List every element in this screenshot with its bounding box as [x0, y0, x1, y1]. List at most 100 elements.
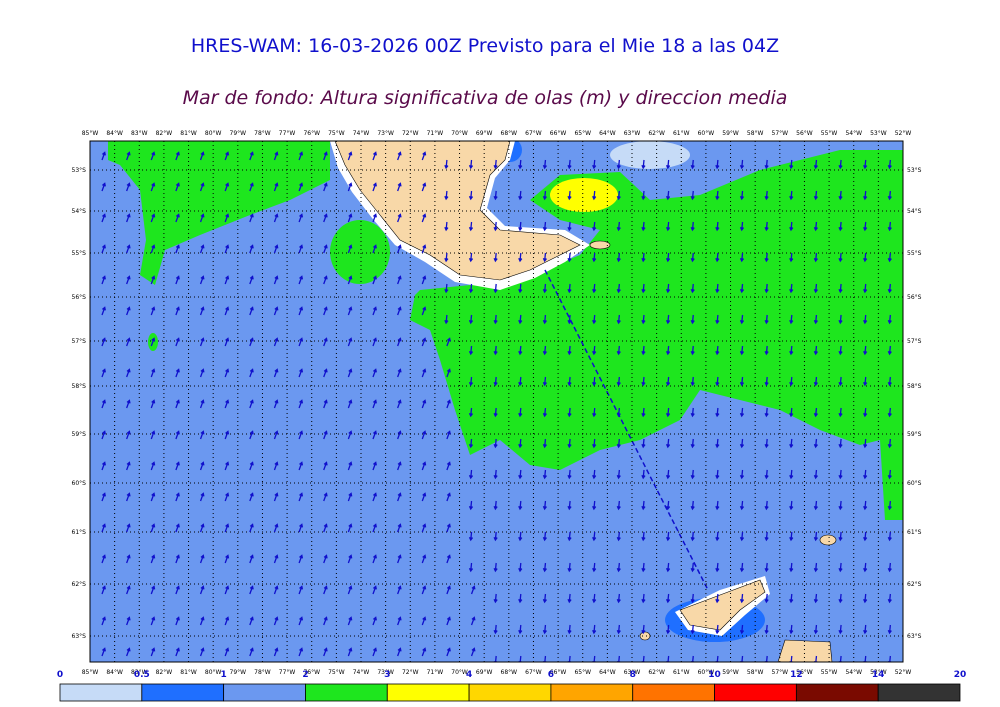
arrow [347, 399, 353, 409]
arrow [764, 221, 769, 232]
arrow [175, 368, 180, 378]
arrow [175, 492, 180, 502]
arrow [715, 283, 720, 294]
arrow [764, 562, 769, 573]
arrow [567, 438, 572, 449]
arrow [199, 337, 205, 347]
arrow [468, 314, 474, 325]
arrow [616, 376, 621, 387]
arrow [175, 213, 180, 223]
arrow [789, 407, 794, 418]
arrow [863, 159, 868, 170]
swell-area [330, 220, 390, 284]
arrow [150, 306, 156, 316]
arrow [372, 430, 377, 440]
arrow [715, 469, 720, 480]
arrow [224, 492, 230, 502]
land [334, 141, 581, 281]
arrow [838, 500, 843, 511]
subtitle: Mar de fondo: Altura significativa de ol… [183, 87, 788, 109]
arrow [249, 523, 254, 533]
arrow [592, 469, 597, 480]
lon-label: 67°W [525, 130, 542, 137]
lat-label: 63°S [907, 633, 922, 640]
lon-label: 63°W [624, 669, 641, 676]
arrow [665, 190, 671, 201]
arrow [887, 531, 892, 542]
lon-label: 75°W [328, 669, 345, 676]
arrow [175, 523, 180, 533]
arrow [567, 407, 572, 418]
arrow [567, 469, 572, 480]
arrow [249, 461, 254, 471]
lon-label: 57°W [772, 130, 789, 137]
arrow [372, 306, 377, 316]
arrow [347, 461, 353, 471]
arrow [150, 244, 156, 254]
arrow [126, 275, 131, 285]
arrow [126, 554, 131, 564]
colorbar-tick-label: 4 [466, 670, 472, 680]
arrow [397, 523, 402, 533]
arrow [838, 469, 843, 480]
arrow [789, 252, 794, 263]
arrow [739, 221, 745, 232]
arrow [446, 492, 451, 502]
arrow [273, 151, 279, 161]
arrow [249, 585, 254, 595]
arrow [273, 585, 279, 595]
arrow [789, 655, 794, 662]
arrow [101, 151, 106, 161]
arrow [813, 655, 818, 662]
lon-label: 68°W [501, 130, 518, 137]
arrow [347, 430, 353, 440]
arrow [101, 275, 106, 285]
arrow [715, 438, 720, 449]
arrow [397, 213, 402, 223]
arrow [323, 430, 328, 440]
arrow [863, 562, 868, 573]
arrow [150, 647, 156, 657]
lon-label: 82°W [156, 130, 173, 137]
arrow [863, 190, 868, 201]
colorbar-tick-label: 14 [872, 670, 885, 680]
arrow [446, 368, 451, 378]
arrow [690, 655, 695, 662]
arrow [518, 500, 523, 511]
lon-label: 72°W [402, 669, 419, 676]
arrow [813, 283, 818, 294]
arrow [199, 244, 205, 254]
arrow [813, 190, 818, 201]
arrow [518, 469, 523, 480]
arrow [739, 469, 745, 480]
arrow [126, 213, 131, 223]
arrow [592, 221, 597, 232]
arrow [887, 221, 892, 232]
arrow [518, 407, 523, 418]
arrow [518, 438, 523, 449]
lon-label: 76°W [303, 669, 320, 676]
arrow [101, 182, 106, 192]
colorbar-swatch [386, 683, 470, 702]
arrow [175, 461, 180, 471]
arrow [273, 647, 279, 657]
arrow [323, 337, 328, 347]
colorbar-swatch [714, 683, 797, 702]
lat-label: 60°S [72, 480, 87, 487]
arrow [739, 314, 745, 325]
colorbar-swatch [223, 683, 306, 702]
lon-label: 70°W [451, 669, 468, 676]
arrow [470, 585, 476, 595]
arrow [616, 624, 621, 635]
arrow [887, 283, 892, 294]
arrow [592, 593, 597, 604]
direction-arrows [101, 151, 892, 662]
arrow [863, 500, 868, 511]
arrow [641, 624, 646, 635]
arrow [126, 461, 131, 471]
colorbar-swatch [141, 683, 225, 702]
arrow [641, 221, 646, 232]
lon-label: 85°W [82, 669, 99, 676]
arrow [567, 593, 572, 604]
arrow [397, 430, 402, 440]
